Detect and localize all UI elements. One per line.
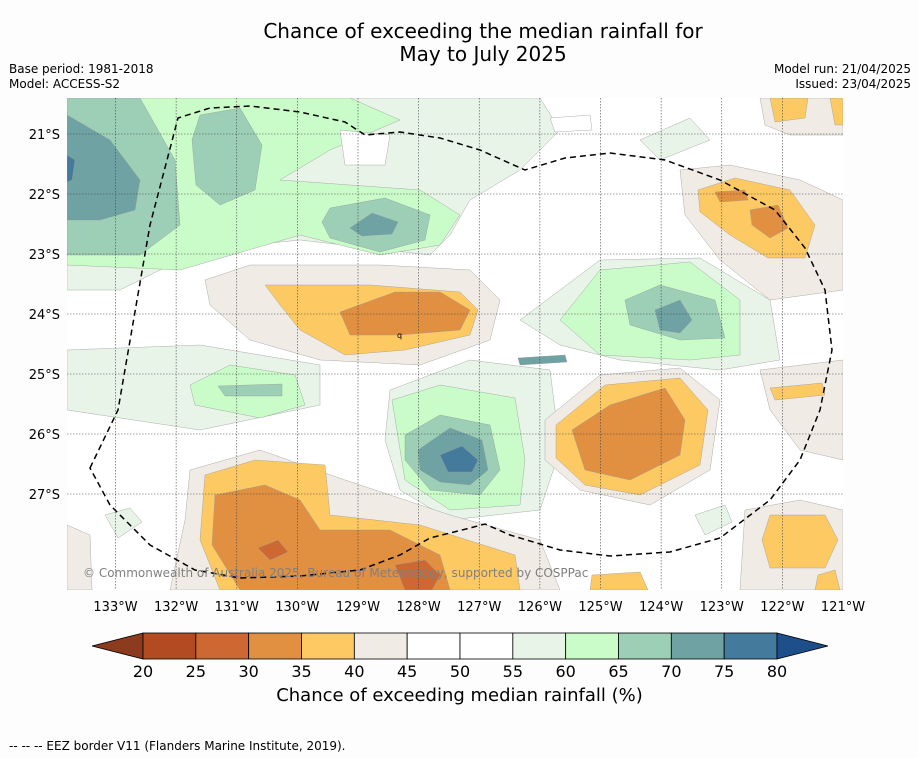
colorbar-tick-label: 55 xyxy=(503,662,523,681)
colorbar-tick-label: 45 xyxy=(397,662,417,681)
model-name: Model: ACCESS-S2 xyxy=(9,77,121,91)
y-tick-label: 25°S xyxy=(29,368,60,383)
contour-40-tr xyxy=(769,98,843,126)
colorbar-segment xyxy=(565,632,619,660)
colorbar-segment xyxy=(618,632,672,660)
colorbar-ticks: 20 25 30 35 40 45 50 55 60 65 70 75 80 xyxy=(133,662,787,681)
eez-border xyxy=(89,105,833,579)
contour-55-east-small xyxy=(639,117,733,536)
contour-75-nw xyxy=(67,154,76,183)
y-tick-label: 21°S xyxy=(29,128,60,143)
x-tick-label: 128°W xyxy=(397,600,441,615)
contour-70-east xyxy=(654,299,693,334)
contour-45-west xyxy=(67,524,93,590)
y-tick-label: 23°S xyxy=(29,248,60,263)
contour-40-east xyxy=(769,382,826,401)
y-tick-label: 22°S xyxy=(29,188,60,203)
x-tick-label: 123°W xyxy=(700,600,744,615)
x-tick-label: 124°W xyxy=(639,600,683,615)
colorbar-tick-label: 75 xyxy=(714,662,734,681)
issued-date: Issued: 23/04/2025 xyxy=(795,77,911,91)
x-tick-label: 129°W xyxy=(336,600,380,615)
contour-65-sw xyxy=(217,383,283,397)
colorbar-tick-label: 80 xyxy=(767,662,787,681)
colorbar-label: Chance of exceeding median rainfall (%) xyxy=(276,685,643,706)
model-run: Model run: 21/04/2025 xyxy=(773,62,911,76)
contour-70-c xyxy=(349,212,399,237)
colorbar-segment xyxy=(142,632,197,660)
colorbar-tick-label: 35 xyxy=(291,662,311,681)
contour-40-br xyxy=(589,514,841,590)
colorbar-tick-label: 60 xyxy=(555,662,575,681)
colorbar-segment xyxy=(406,632,461,660)
contour-35-ne xyxy=(714,189,789,239)
x-tick-label: 130°W xyxy=(275,600,319,615)
colorbar-segment xyxy=(195,632,250,660)
eez-footnote: -- -- -- EEZ border V11 (Flanders Marine… xyxy=(9,739,346,753)
x-tick-label: 127°W xyxy=(457,600,501,615)
contour-35-south xyxy=(211,484,451,590)
colorbar-segment xyxy=(248,632,302,660)
y-tick-label: 27°S xyxy=(29,488,60,503)
base-period: Base period: 1981-2018 xyxy=(9,62,154,76)
x-tick-label: 132°W xyxy=(154,600,198,615)
contour-65-nc xyxy=(191,107,263,206)
colorbar-tick-label: 70 xyxy=(661,662,681,681)
colorbar-tick-label: 40 xyxy=(344,662,364,681)
colorbar-tick-label: 25 xyxy=(186,662,206,681)
x-tick-label: 121°W xyxy=(821,600,865,615)
contour-70-strip xyxy=(517,354,568,366)
contour-30-south xyxy=(257,539,441,590)
colorbar-tick-label: 65 xyxy=(608,662,628,681)
x-tick-label: 122°W xyxy=(760,600,804,615)
meta-right: Model run: 21/04/2025 Issued: 23/04/2025 xyxy=(774,62,911,92)
colorbar-segment xyxy=(512,632,567,660)
x-tick-label: 133°W xyxy=(93,600,137,615)
meta-left: Base period: 1981-2018 Model: ACCESS-S2 xyxy=(9,62,154,92)
colorbar-extend-high xyxy=(776,632,829,660)
colorbar-segment xyxy=(459,632,514,660)
contour-35-center xyxy=(339,291,471,336)
chart-title-line-1: Chance of exceeding the median rainfall … xyxy=(263,19,703,43)
map-gridlines xyxy=(67,98,843,590)
colorbar-tick-label: 30 xyxy=(238,662,258,681)
chart-title-line-2: May to July 2025 xyxy=(399,42,567,66)
colorbar xyxy=(91,632,829,660)
colorbar-tick-label: 50 xyxy=(450,662,470,681)
y-tick-label: 26°S xyxy=(29,428,60,443)
y-tick-label: 24°S xyxy=(29,308,60,323)
contour-white-n1 xyxy=(339,129,391,166)
colorbar-segment xyxy=(670,632,725,660)
x-tick-label: 125°W xyxy=(578,600,622,615)
x-tick-label: 126°W xyxy=(518,600,562,615)
colorbar-segment xyxy=(301,632,355,660)
y-axis: 21°S 22°S 23°S 24°S 25°S 26°S 27°S xyxy=(29,128,60,503)
x-axis: 133°W 132°W 131°W 130°W 129°W 128°W 127°W 126°W… xyxy=(93,600,865,615)
colorbar-segment xyxy=(353,632,408,660)
map-glyph-label: q xyxy=(397,331,402,340)
colorbar-extend-low xyxy=(91,632,144,660)
colorbar-segment xyxy=(723,632,778,660)
colorbar-tick-label: 20 xyxy=(133,662,153,681)
contour-55-west xyxy=(104,507,143,539)
copyright-text: © Commonwealth of Australia 2025, Bureau… xyxy=(83,566,588,580)
contour-white-n2 xyxy=(549,114,593,133)
contour-75-sc xyxy=(439,445,479,473)
rainfall-contours xyxy=(67,98,843,590)
x-tick-label: 131°W xyxy=(215,600,259,615)
